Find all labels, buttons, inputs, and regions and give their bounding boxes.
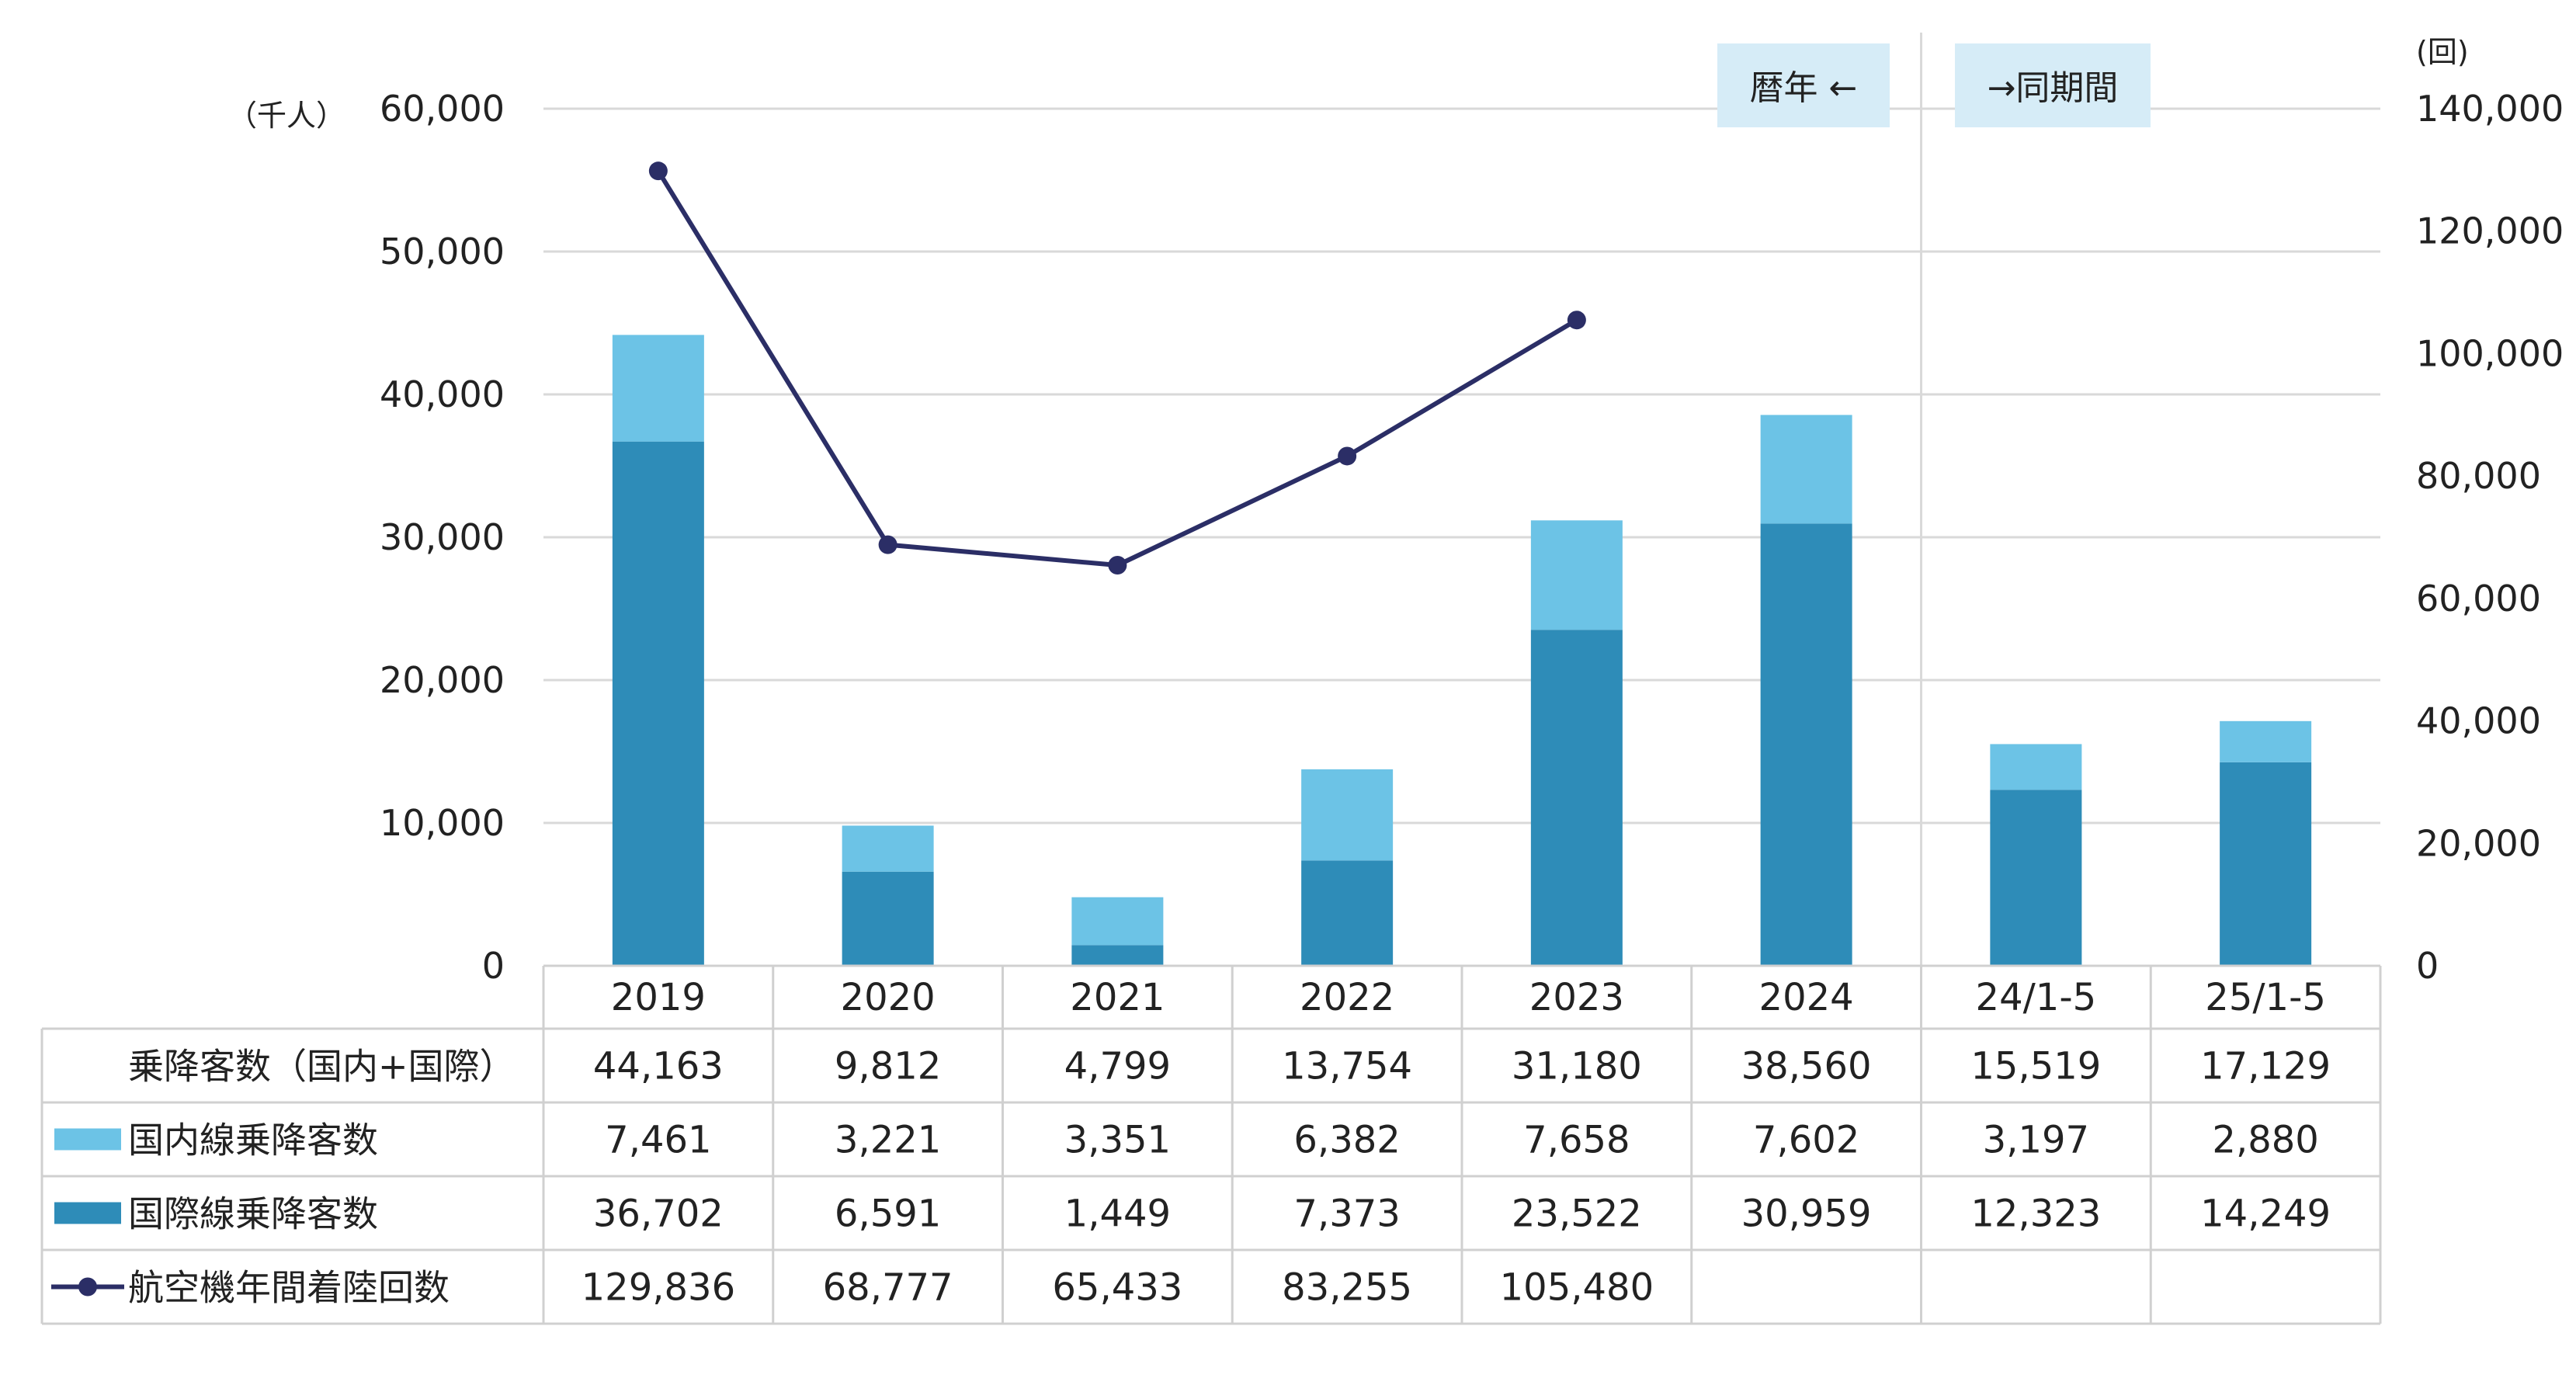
legend-key-marker [78,1277,97,1297]
table-cell: 2,880 [2212,1119,2318,1162]
landings-line-path [656,169,1578,568]
table-cell: 6,591 [835,1192,941,1236]
table-cell: 6,382 [1293,1119,1400,1162]
category-label: 2019 [611,976,706,1019]
y-left-tick-label: 50,000 [380,231,505,273]
bars [612,335,2312,966]
landings-line [648,161,1586,575]
y-left-tick-label: 60,000 [380,88,505,130]
y-right-tick-label: 0 [2416,945,2439,987]
bar-domestic [1760,415,1852,524]
category-label: 2024 [1759,976,1854,1019]
y-left-tick-label: 20,000 [380,659,505,701]
bar-domestic [2220,720,2312,762]
bar-international [2220,762,2312,966]
category-label: 24/1-5 [1976,976,2097,1019]
y-left-tick-label: 10,000 [380,802,505,844]
table-cell: 36,702 [593,1192,724,1236]
y-left-unit: （千人） [227,99,345,133]
table-cell: 38,560 [1741,1045,1872,1088]
legend-key [54,1128,121,1151]
y-right-tick-label: 120,000 [2416,210,2564,252]
legend-key [54,1202,121,1224]
bar-international [1071,945,1164,966]
table-cell: 30,959 [1741,1192,1872,1236]
y-left-tick-label: 40,000 [380,373,505,415]
table-cell: 105,480 [1500,1266,1654,1310]
table-cell: 7,461 [605,1119,711,1162]
landings-point [1108,556,1127,575]
table-cell: 7,602 [1753,1119,1859,1162]
row-label: 国際線乗降客数 [128,1193,378,1235]
table-cell: 31,180 [1512,1045,1642,1088]
gridlines [543,33,2380,1040]
bar-domestic [1301,769,1394,861]
bar-domestic [1990,744,2082,790]
table-cell: 3,351 [1064,1119,1171,1162]
table-cell: 9,812 [835,1045,941,1088]
table-cell: 7,373 [1293,1192,1400,1236]
table-cell: 44,163 [593,1045,724,1088]
y-right-tick-label: 40,000 [2416,700,2541,742]
y-left-tick-label: 0 [482,945,505,987]
table-cell: 129,836 [582,1266,736,1310]
category-label: 2021 [1070,976,1165,1019]
same-period-tag [1955,43,2151,127]
category-label: 2023 [1529,976,1624,1019]
category-label: 2022 [1300,976,1394,1019]
landings-point [1567,311,1586,330]
y-right-tick-label: 140,000 [2416,88,2564,130]
table-cell: 7,658 [1523,1119,1630,1162]
bar-international [1530,630,1623,966]
y-right-tick-label: 20,000 [2416,822,2541,864]
table-cell: 65,433 [1052,1266,1182,1310]
table-cell: 14,249 [2200,1192,2331,1236]
table-cell: 23,522 [1512,1192,1642,1236]
row-label: 国内線乗降客数 [128,1120,378,1161]
bar-international [1990,790,2082,966]
table-cell: 4,799 [1064,1045,1171,1088]
calendar-year-tag-text: 暦年 ← [1750,68,1858,108]
row-label: 航空機年間着陸回数 [128,1267,450,1309]
period-tags: 暦年 ← →同期間 [1717,43,2151,127]
bar-international [842,871,934,966]
table-cell: 1,449 [1064,1192,1171,1236]
row-label: 乗降客数（国内+国際） [128,1046,516,1088]
bar-domestic [612,335,704,442]
axes: 0 10,000 20,000 30,000 40,000 50,000 60,000 （千人… [227,35,2564,987]
y-right-tick-label: 60,000 [2416,578,2541,620]
bar-domestic [1530,520,1623,630]
y-right-unit: (回) [2416,35,2469,69]
landings-point [878,535,897,554]
table-cell: 17,129 [2200,1045,2331,1088]
y-right-tick-label: 80,000 [2416,455,2541,497]
table-cell: 15,519 [1970,1045,2101,1088]
table-cell: 3,221 [835,1119,941,1162]
bar-domestic [842,825,934,872]
table-cell: 68,777 [823,1266,953,1310]
table-cell: 13,754 [1282,1045,1412,1088]
bar-international [1301,860,1394,966]
bar-international [1760,523,1852,966]
bar-international [612,441,704,966]
category-label: 25/1-5 [2205,976,2326,1019]
calendar-year-tag [1717,43,1890,127]
y-left-tick-label: 30,000 [380,516,505,558]
bar-domestic [1071,897,1164,946]
table-cell: 3,197 [1983,1119,2089,1162]
y-right-tick-label: 100,000 [2416,332,2564,374]
landings-point [648,161,668,181]
landings-point [1338,446,1357,466]
same-period-tag-text: →同期間 [1988,68,2119,108]
table-cell: 12,323 [1970,1192,2101,1236]
category-label: 2020 [841,976,936,1019]
table-cell: 83,255 [1282,1266,1412,1310]
data-table: 2019 2020 2021 2022 2023 2024 24/1-5 25/1-5 乗降客数… [40,964,2382,1325]
